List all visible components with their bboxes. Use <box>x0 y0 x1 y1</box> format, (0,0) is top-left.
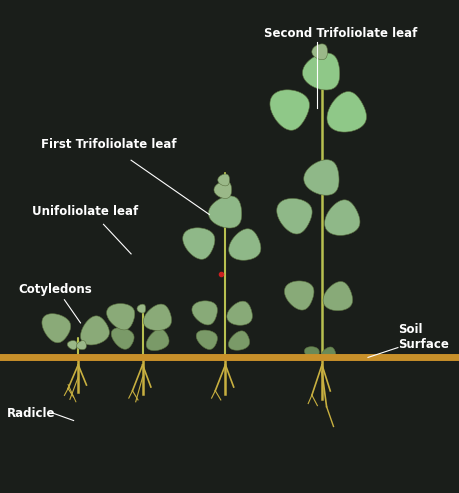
Polygon shape <box>276 199 311 234</box>
Polygon shape <box>217 174 229 186</box>
Polygon shape <box>284 281 313 310</box>
Polygon shape <box>76 341 86 350</box>
Polygon shape <box>302 53 339 90</box>
Polygon shape <box>326 92 366 132</box>
Polygon shape <box>106 304 134 330</box>
Polygon shape <box>137 304 146 313</box>
Polygon shape <box>67 341 77 350</box>
Polygon shape <box>80 316 109 345</box>
Text: Soil
Surface: Soil Surface <box>397 323 448 351</box>
Polygon shape <box>182 228 214 259</box>
Text: Second Trifoliolate leaf: Second Trifoliolate leaf <box>264 27 417 40</box>
Polygon shape <box>143 304 171 330</box>
Polygon shape <box>322 282 352 311</box>
Polygon shape <box>213 181 231 198</box>
Polygon shape <box>226 301 252 325</box>
Polygon shape <box>303 160 338 195</box>
Polygon shape <box>320 347 335 360</box>
Polygon shape <box>269 90 309 130</box>
Polygon shape <box>42 314 71 343</box>
Polygon shape <box>324 200 359 235</box>
Polygon shape <box>191 301 217 325</box>
Text: Cotyledons: Cotyledons <box>18 283 92 296</box>
Text: Unifoliolate leaf: Unifoliolate leaf <box>32 205 138 217</box>
Polygon shape <box>196 330 217 350</box>
Polygon shape <box>228 229 260 260</box>
Polygon shape <box>146 329 168 351</box>
Polygon shape <box>311 44 327 60</box>
Polygon shape <box>208 196 241 228</box>
Text: Radicle: Radicle <box>7 407 55 420</box>
Polygon shape <box>228 331 249 350</box>
Text: First Trifoliolate leaf: First Trifoliolate leaf <box>41 138 177 151</box>
Polygon shape <box>304 347 319 360</box>
Polygon shape <box>111 328 134 349</box>
